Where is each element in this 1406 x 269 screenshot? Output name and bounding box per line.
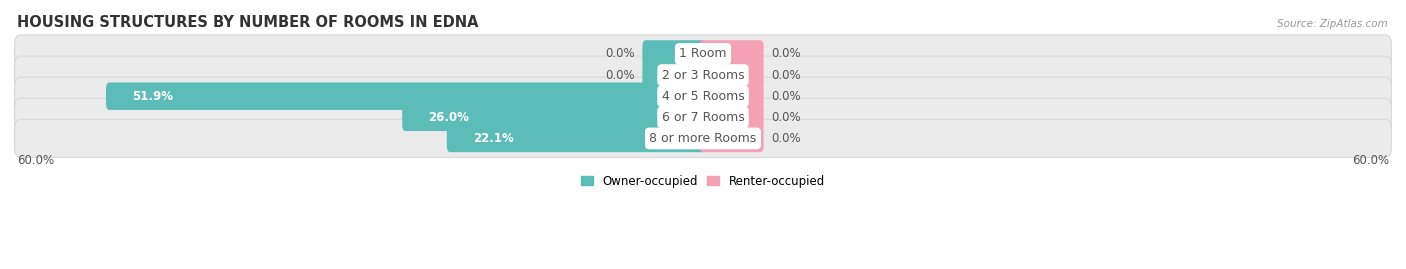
Legend: Owner-occupied, Renter-occupied: Owner-occupied, Renter-occupied: [576, 170, 830, 193]
Text: 22.1%: 22.1%: [474, 132, 513, 145]
FancyBboxPatch shape: [105, 83, 706, 110]
Text: 6 or 7 Rooms: 6 or 7 Rooms: [662, 111, 744, 124]
Text: 26.0%: 26.0%: [429, 111, 470, 124]
Text: 8 or more Rooms: 8 or more Rooms: [650, 132, 756, 145]
FancyBboxPatch shape: [700, 125, 763, 152]
FancyBboxPatch shape: [14, 77, 1392, 115]
FancyBboxPatch shape: [447, 125, 706, 152]
Text: Source: ZipAtlas.com: Source: ZipAtlas.com: [1277, 19, 1388, 29]
Text: 2 or 3 Rooms: 2 or 3 Rooms: [662, 69, 744, 82]
Text: 0.0%: 0.0%: [772, 111, 801, 124]
FancyBboxPatch shape: [14, 35, 1392, 73]
FancyBboxPatch shape: [700, 104, 763, 131]
Text: 1 Room: 1 Room: [679, 47, 727, 61]
Text: 0.0%: 0.0%: [772, 132, 801, 145]
FancyBboxPatch shape: [700, 40, 763, 68]
Text: 0.0%: 0.0%: [772, 69, 801, 82]
Text: 0.0%: 0.0%: [605, 47, 634, 61]
Text: 0.0%: 0.0%: [772, 90, 801, 103]
FancyBboxPatch shape: [14, 98, 1392, 136]
Text: HOUSING STRUCTURES BY NUMBER OF ROOMS IN EDNA: HOUSING STRUCTURES BY NUMBER OF ROOMS IN…: [17, 15, 478, 30]
Text: 51.9%: 51.9%: [132, 90, 173, 103]
Text: 4 or 5 Rooms: 4 or 5 Rooms: [662, 90, 744, 103]
FancyBboxPatch shape: [402, 104, 706, 131]
Text: 60.0%: 60.0%: [17, 154, 53, 167]
FancyBboxPatch shape: [643, 61, 706, 89]
FancyBboxPatch shape: [643, 40, 706, 68]
Text: 0.0%: 0.0%: [772, 47, 801, 61]
FancyBboxPatch shape: [14, 119, 1392, 157]
FancyBboxPatch shape: [700, 61, 763, 89]
FancyBboxPatch shape: [700, 83, 763, 110]
Text: 0.0%: 0.0%: [605, 69, 634, 82]
Text: 60.0%: 60.0%: [1353, 154, 1389, 167]
FancyBboxPatch shape: [14, 56, 1392, 94]
